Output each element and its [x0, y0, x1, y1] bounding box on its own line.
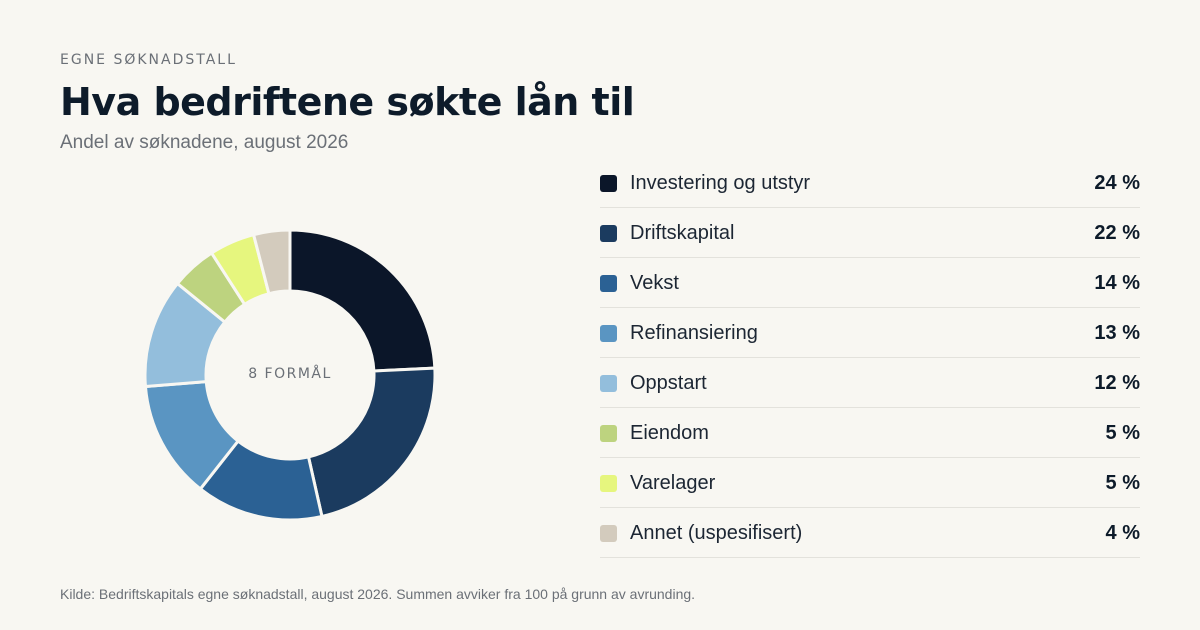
legend-item: Investering og utstyr 24 %	[600, 159, 1140, 208]
legend-value: 14 %	[1094, 271, 1140, 294]
legend-value: 4 %	[1105, 521, 1140, 544]
chart-legend: Investering og utstyr 24 % Driftskapital 22…	[600, 159, 1140, 559]
legend-item: Eiendom 5 %	[600, 409, 1140, 458]
legend-value: 22 %	[1094, 221, 1140, 244]
legend-swatch	[600, 224, 617, 242]
legend-label: Investering og utstyr	[630, 171, 811, 194]
donut-slice-2	[306, 366, 437, 519]
chart-subtitle: Andel av søknadene, august 2026	[60, 132, 349, 153]
legend-label: Eiendom	[630, 421, 709, 444]
legend-item: Refinansiering 13 %	[600, 309, 1140, 358]
donut-slice-8	[251, 228, 292, 296]
legend-label: Annet (uspesifisert)	[630, 521, 803, 544]
legend-swatch	[600, 174, 617, 192]
legend-item: Annet (uspesifisert) 4 %	[600, 509, 1140, 558]
legend-label: Driftskapital	[630, 221, 735, 244]
legend-swatch	[600, 324, 617, 342]
legend-value: 24 %	[1094, 171, 1140, 194]
source-note: Kilde: Bedriftskapitals egne søknadstall…	[60, 586, 696, 602]
chart-title: Hva bedriftene søkte lån til	[60, 80, 635, 124]
eyebrow: EGNE SØKNADSTALL	[60, 52, 237, 68]
legend-item: Oppstart 12 %	[600, 359, 1140, 408]
donut-chart	[143, 228, 437, 522]
donut-center-label: 8 FORMÅL	[248, 366, 332, 382]
legend-label: Vekst	[630, 271, 679, 294]
legend-value: 13 %	[1094, 321, 1140, 344]
legend-swatch	[600, 374, 617, 392]
donut-slice-1	[288, 228, 437, 373]
legend-label: Varelager	[630, 471, 716, 494]
legend-item: Varelager 5 %	[600, 459, 1140, 508]
legend-swatch	[600, 474, 617, 492]
legend-item: Driftskapital 22 %	[600, 209, 1140, 258]
legend-label: Oppstart	[630, 371, 707, 394]
legend-value: 5 %	[1105, 471, 1140, 494]
legend-swatch	[600, 524, 617, 542]
legend-swatch	[600, 274, 617, 292]
legend-item: Vekst 14 %	[600, 259, 1140, 308]
legend-label: Refinansiering	[630, 321, 758, 344]
legend-value: 12 %	[1094, 371, 1140, 394]
legend-value: 5 %	[1105, 421, 1140, 444]
legend-swatch	[600, 424, 617, 442]
